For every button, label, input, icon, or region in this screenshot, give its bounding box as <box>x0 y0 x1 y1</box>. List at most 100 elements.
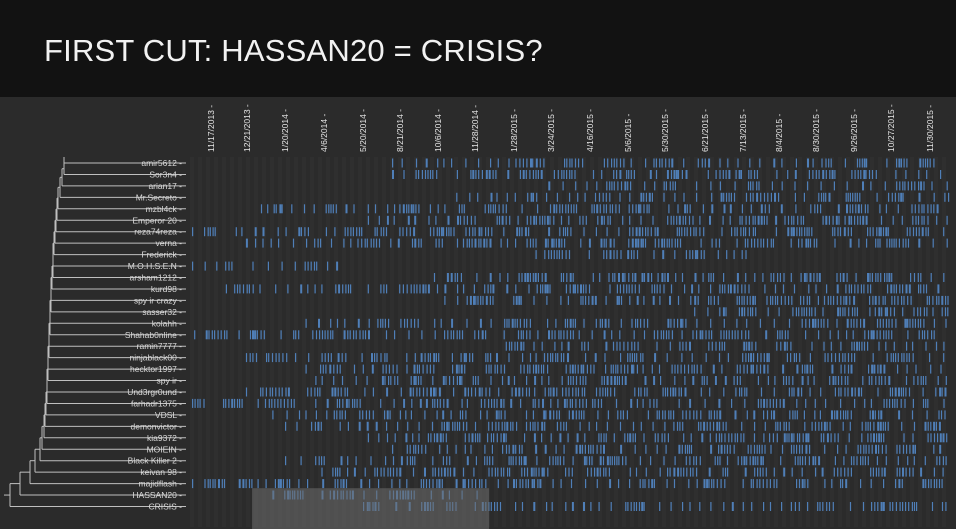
activity-mark <box>620 250 622 260</box>
activity-mark <box>818 273 821 282</box>
activity-mark <box>627 341 629 351</box>
activity-mark <box>631 353 633 363</box>
activity-mark <box>310 261 312 271</box>
activity-mark <box>904 318 907 328</box>
activity-mark <box>425 398 428 408</box>
activity-mark <box>384 376 386 385</box>
activity-mark <box>523 341 525 351</box>
activity-mark <box>358 421 361 431</box>
activity-mark <box>765 330 768 340</box>
activity-mark <box>406 456 408 466</box>
activity-mark <box>808 456 810 466</box>
activity-mark <box>813 273 815 282</box>
activity-mark <box>662 410 664 420</box>
activity-mark <box>827 353 829 363</box>
x-tick-label: 10/6/2014 - <box>433 109 443 152</box>
activity-mark <box>598 433 600 443</box>
activity-mark <box>844 215 846 225</box>
activity-mark <box>550 433 552 443</box>
x-tick-label: 8/4/2015 - <box>774 114 784 152</box>
activity-mark <box>743 364 745 374</box>
activity-mark <box>305 364 307 374</box>
activity-mark <box>854 170 856 179</box>
activity-mark <box>681 444 683 454</box>
background-stripe <box>230 157 234 527</box>
activity-mark <box>848 215 851 225</box>
activity-mark <box>866 238 868 248</box>
activity-mark <box>457 295 459 305</box>
activity-mark <box>305 410 307 420</box>
activity-mark <box>192 398 194 408</box>
activity-mark <box>692 376 695 385</box>
activity-mark <box>580 284 582 294</box>
activity-mark <box>738 295 740 305</box>
activity-mark <box>474 330 476 340</box>
activity-mark <box>857 204 860 214</box>
activity-mark <box>461 376 463 385</box>
x-tick-label: 11/17/2013 - <box>206 105 216 152</box>
activity-mark <box>763 215 765 225</box>
activity-mark <box>822 502 824 511</box>
activity-mark <box>279 204 282 214</box>
activity-mark <box>847 387 849 397</box>
activity-mark <box>671 238 673 248</box>
activity-mark <box>419 284 421 294</box>
activity-mark <box>553 215 555 225</box>
activity-mark <box>289 479 291 489</box>
activity-mark <box>436 284 439 294</box>
activity-mark <box>594 398 596 408</box>
activity-mark <box>749 192 752 202</box>
activity-mark <box>723 502 725 511</box>
activity-mark <box>582 398 584 408</box>
activity-mark <box>586 456 588 466</box>
activity-mark <box>584 387 586 397</box>
activity-mark <box>399 204 401 214</box>
activity-mark <box>245 238 248 248</box>
activity-mark <box>361 353 363 363</box>
activity-mark <box>307 387 309 397</box>
activity-mark <box>486 410 488 420</box>
activity-mark <box>805 433 808 443</box>
activity-mark <box>786 353 788 363</box>
activity-mark <box>451 318 454 328</box>
activity-mark <box>316 261 318 271</box>
activity-mark <box>512 444 515 454</box>
activity-mark <box>410 204 413 214</box>
activity-mark <box>873 433 875 443</box>
activity-mark <box>561 341 563 351</box>
activity-mark <box>684 364 686 374</box>
activity-mark <box>762 456 764 466</box>
activity-mark <box>719 456 721 466</box>
activity-mark <box>669 181 671 191</box>
activity-mark <box>842 421 844 431</box>
activity-mark <box>877 364 879 374</box>
activity-mark <box>708 479 710 489</box>
activity-mark <box>555 318 557 328</box>
activity-mark <box>638 387 640 397</box>
activity-mark <box>367 204 369 214</box>
activity-mark <box>658 238 660 248</box>
activity-mark <box>571 410 574 420</box>
activity-mark <box>770 192 772 202</box>
activity-mark <box>547 353 549 363</box>
background-stripe <box>590 157 594 527</box>
activity-mark <box>535 215 537 225</box>
activity-mark <box>912 215 914 225</box>
activity-mark <box>790 433 793 443</box>
activity-mark <box>710 502 712 511</box>
activity-mark <box>750 204 752 214</box>
activity-mark <box>623 341 625 351</box>
activity-mark <box>575 398 577 408</box>
activity-mark <box>828 192 831 202</box>
activity-mark <box>372 410 374 420</box>
activity-mark <box>613 250 615 260</box>
background-stripe <box>374 157 378 527</box>
activity-mark <box>478 158 480 168</box>
activity-mark <box>678 444 681 454</box>
activity-mark <box>792 307 794 317</box>
activity-mark <box>470 444 472 454</box>
activity-mark <box>427 353 429 363</box>
user-label: spy ir - <box>157 376 183 386</box>
activity-mark <box>912 467 914 477</box>
activity-mark <box>556 387 558 397</box>
